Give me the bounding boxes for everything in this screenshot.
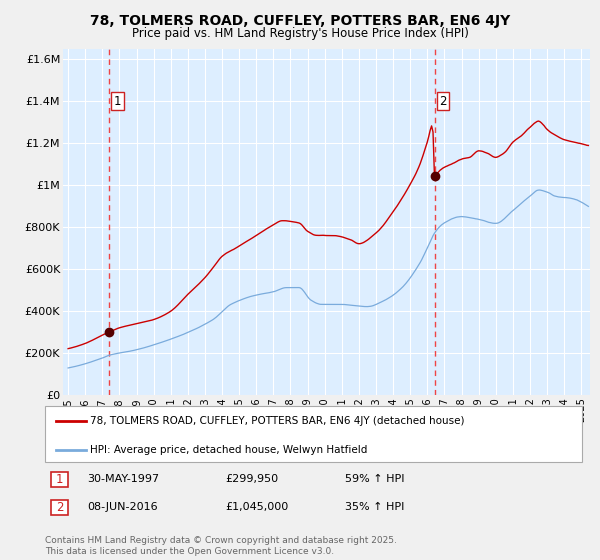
Text: 2: 2 [56,501,63,514]
Text: 78, TOLMERS ROAD, CUFFLEY, POTTERS BAR, EN6 4JY: 78, TOLMERS ROAD, CUFFLEY, POTTERS BAR, … [90,14,510,28]
Text: 1: 1 [56,473,63,486]
Text: Contains HM Land Registry data © Crown copyright and database right 2025.
This d: Contains HM Land Registry data © Crown c… [45,536,397,556]
Text: 1: 1 [113,95,121,108]
Text: £299,950: £299,950 [225,474,278,484]
Text: 2: 2 [439,95,446,108]
Text: HPI: Average price, detached house, Welwyn Hatfield: HPI: Average price, detached house, Welw… [90,445,367,455]
Text: 08-JUN-2016: 08-JUN-2016 [87,502,158,512]
Text: Price paid vs. HM Land Registry's House Price Index (HPI): Price paid vs. HM Land Registry's House … [131,27,469,40]
Text: 59% ↑ HPI: 59% ↑ HPI [345,474,404,484]
Text: £1,045,000: £1,045,000 [225,502,288,512]
Text: 30-MAY-1997: 30-MAY-1997 [87,474,159,484]
Text: 35% ↑ HPI: 35% ↑ HPI [345,502,404,512]
Text: 78, TOLMERS ROAD, CUFFLEY, POTTERS BAR, EN6 4JY (detached house): 78, TOLMERS ROAD, CUFFLEY, POTTERS BAR, … [90,416,464,426]
